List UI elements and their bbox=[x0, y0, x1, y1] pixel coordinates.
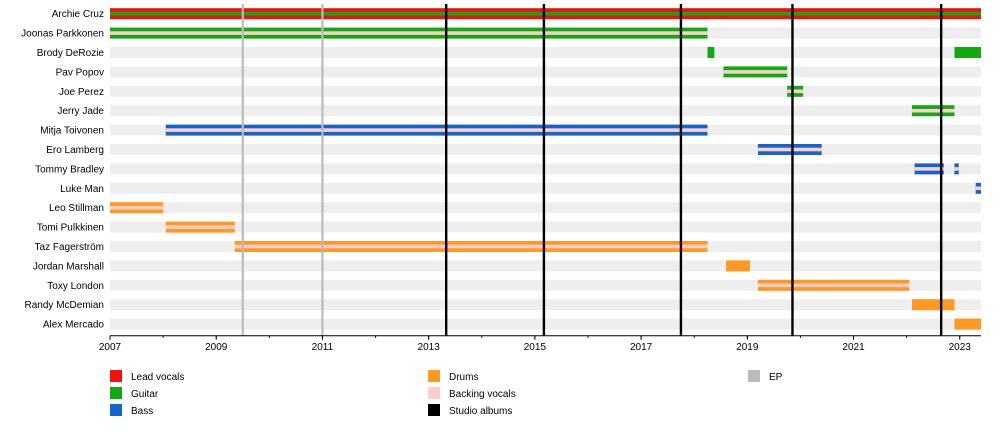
member-bar-stripe-backing bbox=[757, 283, 910, 288]
member-name: Randy McDemian bbox=[25, 300, 104, 311]
legend-swatch-albums bbox=[428, 404, 440, 416]
member-bar-drums bbox=[911, 299, 955, 311]
member-bar-stripe-backing bbox=[954, 167, 959, 171]
row-band bbox=[110, 163, 981, 175]
row-band bbox=[110, 105, 981, 117]
row-band bbox=[110, 66, 981, 78]
row-band bbox=[110, 47, 981, 58]
member-name: Alex Mercado bbox=[43, 320, 105, 331]
release-lines bbox=[241, 4, 943, 336]
row-band bbox=[110, 202, 981, 214]
x-tick-label: 2023 bbox=[949, 342, 972, 353]
legend-label-albums: Studio albums bbox=[449, 406, 512, 417]
member-name: Mitja Toivonen bbox=[40, 126, 104, 137]
legend-swatch-lead bbox=[110, 370, 122, 382]
member-name: Luke Man bbox=[60, 184, 104, 195]
member-bar-stripe-backing bbox=[110, 205, 164, 210]
member-bar-stripe-backing bbox=[911, 108, 955, 113]
member-name: Jerry Jade bbox=[57, 106, 104, 117]
legend-swatch-ep bbox=[748, 370, 760, 382]
member-name: Tomi Pulkkinen bbox=[37, 223, 104, 234]
member-bars bbox=[110, 8, 981, 330]
member-bar-stripe-backing bbox=[975, 186, 981, 191]
member-name: Tommy Bradley bbox=[35, 164, 104, 175]
legend-swatch-guitar bbox=[110, 387, 122, 399]
member-bar-stripe-backing bbox=[165, 128, 708, 132]
legend-label-lead: Lead vocals bbox=[131, 372, 184, 383]
row-band bbox=[110, 144, 981, 155]
member-name: Taz Fagerström bbox=[35, 242, 104, 253]
x-tick-label: 2015 bbox=[524, 342, 547, 353]
row-band bbox=[110, 279, 981, 291]
member-bar-stripe-backing bbox=[234, 244, 708, 249]
member-name: Pav Popov bbox=[56, 67, 104, 78]
x-tick-label: 2007 bbox=[99, 342, 122, 353]
legend-label-bass: Bass bbox=[131, 406, 153, 417]
member-name: Archie Cruz bbox=[52, 9, 104, 20]
member-bar-stripe-backing bbox=[165, 225, 235, 229]
member-bar-guitar bbox=[707, 47, 715, 58]
x-tick-label: 2019 bbox=[736, 342, 759, 353]
legend-label-backing: Backing vocals bbox=[449, 389, 516, 400]
member-name: Ero Lamberg bbox=[46, 145, 104, 156]
member-labels: Archie Cruz Joonas Parkkonen Brody DeRozie… bbox=[21, 9, 104, 330]
member-name: Joe Perez bbox=[59, 87, 104, 98]
x-tick-label: 2011 bbox=[312, 342, 334, 353]
member-bar-stripe-guitar bbox=[110, 11, 981, 16]
member-name: Brody DeRozie bbox=[37, 48, 105, 59]
member-name: Joonas Parkkonen bbox=[21, 29, 104, 40]
legend-label-drums: Drums bbox=[449, 372, 478, 383]
member-name: Leo Stillman bbox=[49, 203, 104, 214]
legend-swatch-bass bbox=[110, 404, 122, 416]
row-band bbox=[110, 299, 981, 311]
x-tick-label: 2017 bbox=[630, 342, 653, 353]
member-bar-stripe-backing bbox=[110, 31, 708, 35]
row-band bbox=[110, 318, 981, 330]
legend-swatch-drums bbox=[428, 370, 440, 382]
member-bar-stripe-backing bbox=[723, 70, 788, 74]
x-tick-label: 2013 bbox=[418, 342, 441, 353]
member-name: Jordan Marshall bbox=[33, 261, 104, 272]
legend: Lead vocals Guitar Bass Drums Backing vocals… bbox=[110, 370, 783, 417]
member-bar-stripe-backing bbox=[914, 167, 944, 171]
member-bar-stripe-backing bbox=[757, 147, 822, 152]
member-name: Toxy London bbox=[47, 281, 104, 292]
member-bar-drums bbox=[954, 318, 981, 330]
row-band bbox=[110, 221, 981, 233]
x-tick-label: 2021 bbox=[842, 342, 865, 353]
row-band bbox=[110, 85, 981, 97]
x-axis: 2007 2009 2011 2013 2015 2017 2019 2021 2023 bbox=[99, 335, 981, 353]
legend-swatch-backing bbox=[428, 387, 440, 399]
row-band bbox=[110, 182, 981, 194]
x-tick-label: 2009 bbox=[205, 342, 228, 353]
member-bar-stripe-backing bbox=[787, 89, 804, 94]
legend-label-guitar: Guitar bbox=[131, 389, 159, 400]
row-band bbox=[110, 260, 981, 272]
member-bar-drums bbox=[726, 260, 750, 272]
legend-label-ep: EP bbox=[769, 372, 783, 383]
member-bar-guitar bbox=[954, 47, 981, 58]
